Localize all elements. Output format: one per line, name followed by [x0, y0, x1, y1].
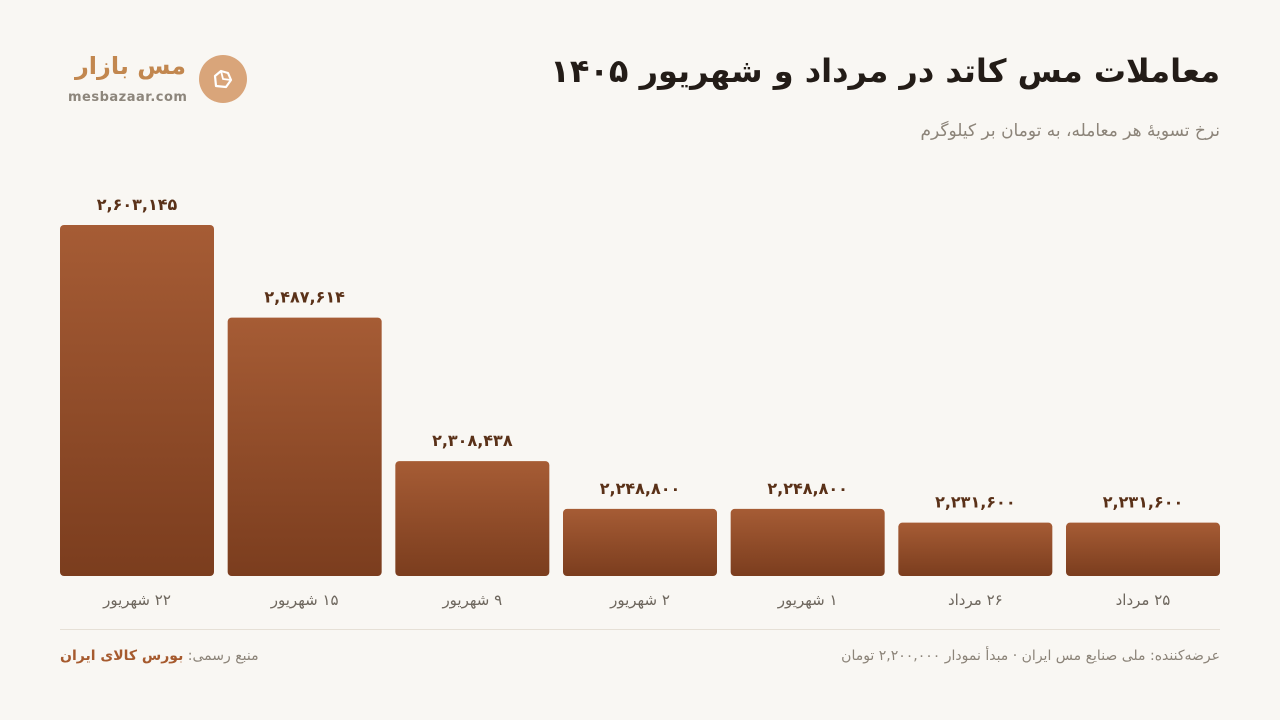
bar	[1066, 522, 1220, 576]
category-label: ۱ شهریور	[777, 591, 838, 609]
bar-value-label: ۲,۲۴۸,۸۰۰	[767, 479, 848, 498]
source-value: بورس کالای ایران	[60, 648, 184, 664]
bar-value-label: ۲,۳۰۸,۴۳۸	[432, 431, 513, 450]
source-label: منبع رسمی:	[187, 648, 259, 664]
footer-divider	[60, 629, 1220, 630]
bar	[60, 225, 214, 576]
category-label: ۱۵ شهریور	[270, 591, 339, 609]
page-subtitle: نرخ تسویهٔ هر معامله، به تومان بر کیلوگر…	[920, 121, 1220, 141]
category-label: ۹ شهریور	[441, 591, 502, 609]
page-title: معاملات مس کاتد در مرداد و شهریور ۱۴۰۵	[550, 52, 1220, 90]
category-label: ۲۶ مرداد	[948, 591, 1003, 609]
bar-value-label: ۲,۲۳۱,۶۰۰	[935, 493, 1016, 512]
brand-url: mesbazaar.com	[68, 90, 188, 105]
bar-value-label: ۲,۴۸۷,۶۱۴	[264, 288, 345, 307]
footer-provider: عرضه‌کننده: ملی صنایع مس ایران · مبدأ نم…	[841, 648, 1220, 664]
brand-name: مس بازار	[74, 52, 186, 80]
category-label: ۲۲ شهریور	[102, 591, 171, 609]
footer-source: منبع رسمی: بورس کالای ایران	[60, 648, 259, 664]
bar	[730, 508, 885, 576]
bar	[563, 508, 717, 576]
bar-value-label: ۲,۶۰۳,۱۴۵	[97, 195, 178, 214]
bar	[227, 317, 382, 576]
category-label: ۲۵ مرداد	[1116, 591, 1171, 609]
bar-value-label: ۲,۲۳۱,۶۰۰	[1103, 493, 1184, 512]
copper-nugget-icon	[199, 55, 247, 103]
bar	[395, 461, 550, 576]
bar-value-label: ۲,۲۴۸,۸۰۰	[600, 479, 681, 498]
category-label: ۲ شهریور	[609, 591, 670, 609]
bar	[898, 522, 1053, 576]
bar-chart: ۲,۶۰۳,۱۴۵ ۲۲ شهریور ۲,۴۸۷,۶۱۴ ۱۵ شهریور ۲,۳۰…	[60, 195, 1220, 609]
